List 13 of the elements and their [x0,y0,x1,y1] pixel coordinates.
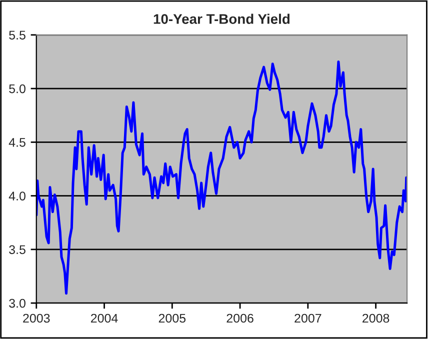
y-tick-label: 3.5 [9,245,26,254]
x-tick-label: 2007 [294,314,322,323]
x-tick-label: 2004 [90,314,118,323]
y-tick-label: 4.5 [8,138,26,147]
x-tick-label: 2008 [362,314,390,323]
y-tick-label: 4.0 [8,192,26,200]
chart-title: 10-Year T-Bond Yield [154,14,290,24]
y-tick-label: 5.0 [9,84,26,94]
x-tick-label: 2003 [23,314,50,323]
x-tick-label: 2005 [158,314,186,323]
y-tick-label: 5.5 [9,30,26,40]
y-tick-label: 3.0 [9,298,26,308]
x-tick-label: 2006 [226,314,254,323]
